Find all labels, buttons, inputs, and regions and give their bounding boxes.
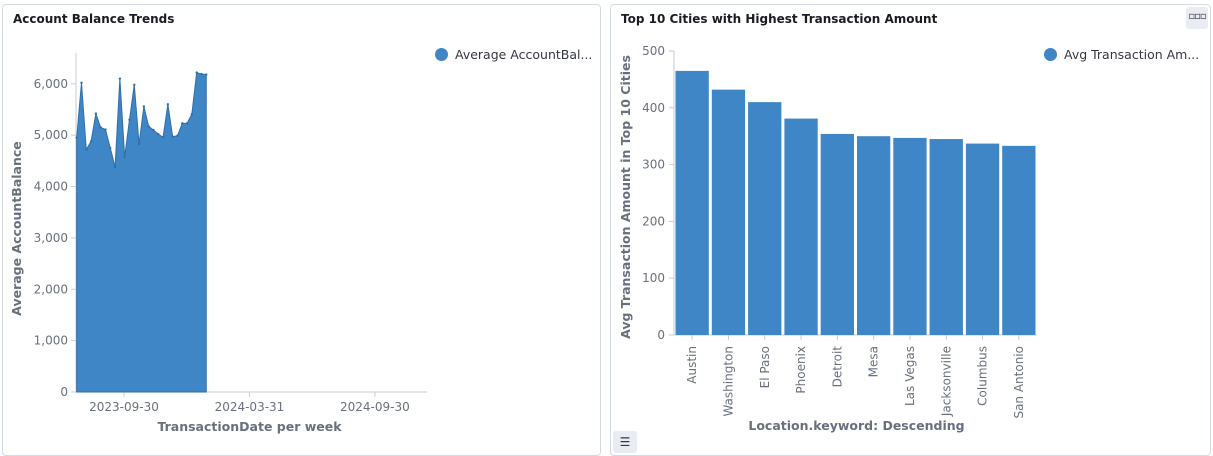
- data-point: [118, 77, 122, 80]
- data-point: [200, 72, 203, 76]
- panel-title: Account Balance Trends: [13, 12, 175, 26]
- y-axis-title: Average AccountBalance: [9, 141, 24, 316]
- legend-label: Avg Transaction Am...: [1064, 47, 1200, 62]
- bar: [748, 102, 782, 336]
- data-point: [99, 126, 102, 129]
- data-point: [171, 135, 174, 138]
- data-point: [185, 122, 189, 125]
- legend-color-dot: [435, 48, 448, 61]
- bar: [675, 70, 709, 335]
- legend-label: Average AccountBal...: [455, 47, 593, 62]
- y-tick-label: 5,000: [34, 128, 68, 142]
- data-point: [190, 112, 194, 116]
- x-tick-label: 2023-09-30: [89, 400, 159, 414]
- panel-title: Top 10 Cities with Highest Transaction A…: [621, 12, 938, 26]
- data-point: [85, 148, 88, 151]
- y-tick-label: 500: [642, 44, 665, 58]
- y-tick-label: 0: [657, 328, 665, 342]
- data-point: [104, 128, 107, 131]
- bar-chart: 0 100 200 300 400 500 Austin Washington El Paso P…: [618, 44, 1037, 433]
- data-point: [80, 81, 83, 84]
- data-point: [75, 136, 78, 139]
- x-axis-title: Location.keyword: Descending: [748, 418, 964, 433]
- data-point: [205, 73, 208, 76]
- x-tick-label: Phoenix: [794, 346, 808, 394]
- y-tick-label: 1,000: [34, 334, 68, 348]
- y-tick-label: 6,000: [34, 77, 68, 91]
- x-tick-label: San Antonio: [1012, 346, 1026, 419]
- x-tick-label: Austin: [685, 346, 699, 384]
- data-point: [113, 165, 117, 169]
- y-axis-title: Avg Transaction Amount in Top 10 Cities: [618, 55, 633, 339]
- panel-options-button[interactable]: ▫▫▫: [1186, 7, 1208, 29]
- y-tick-label: 100: [642, 271, 665, 285]
- data-point: [161, 136, 165, 139]
- data-point: [123, 155, 126, 158]
- area-series: [76, 71, 207, 393]
- x-tick-label: Jacksonville: [939, 346, 953, 417]
- legend-item[interactable]: Average AccountBal...: [435, 47, 595, 62]
- data-point: [128, 118, 131, 121]
- bar: [820, 133, 854, 335]
- x-tick-label: Mesa: [867, 346, 881, 377]
- data-point: [166, 103, 170, 106]
- account-balance-panel: Account Balance Trends 0 1,000 2,000 3,000 4…: [2, 4, 601, 456]
- bar: [1002, 145, 1036, 335]
- bar: [929, 139, 963, 335]
- bar: [857, 136, 891, 335]
- data-point: [133, 83, 136, 87]
- y-tick-label: 300: [642, 158, 665, 172]
- bar: [784, 118, 818, 335]
- y-tick-label: 0: [60, 385, 68, 399]
- data-point: [89, 140, 93, 143]
- legend-toggle-button[interactable]: ☰: [613, 431, 637, 453]
- y-tick-label: 400: [642, 101, 665, 115]
- data-point: [109, 146, 112, 150]
- data-point: [142, 105, 146, 108]
- area-chart: 0 1,000 2,000 3,000 4,000 5,000 6,000 2023-09-3…: [9, 53, 427, 434]
- data-point: [157, 132, 160, 136]
- y-tick-label: 2,000: [34, 282, 68, 296]
- x-axis-title: TransactionDate per week: [157, 419, 342, 434]
- data-point: [147, 125, 150, 128]
- x-tick-label: 2024-03-31: [215, 400, 285, 414]
- legend-item[interactable]: Avg Transaction Am...: [1044, 47, 1204, 62]
- x-tick-label: Washington: [721, 346, 735, 417]
- list-icon: ☰: [619, 435, 631, 449]
- bar: [893, 137, 927, 335]
- data-point: [181, 122, 184, 125]
- x-tick-label: Las Vegas: [903, 346, 917, 406]
- y-tick-label: 4,000: [34, 180, 68, 194]
- top-cities-panel: Top 10 Cities with Highest Transaction A…: [610, 4, 1211, 456]
- x-tick-label: El Paso: [758, 346, 772, 388]
- data-point: [152, 128, 155, 132]
- y-tick-label: 3,000: [34, 231, 68, 245]
- data-point: [94, 112, 98, 115]
- legend-color-dot: [1044, 48, 1057, 61]
- data-point: [176, 134, 179, 137]
- ellipsis-icon: ▫▫▫: [1188, 11, 1206, 22]
- x-tick-label: 2024-09-30: [340, 400, 410, 414]
- x-tick-label: Columbus: [976, 346, 990, 406]
- y-tick-label: 200: [642, 214, 665, 228]
- data-point: [195, 71, 198, 74]
- x-tick-label: Detroit: [830, 346, 844, 388]
- bar: [965, 143, 1000, 335]
- bar: [711, 89, 746, 336]
- data-point: [137, 142, 141, 146]
